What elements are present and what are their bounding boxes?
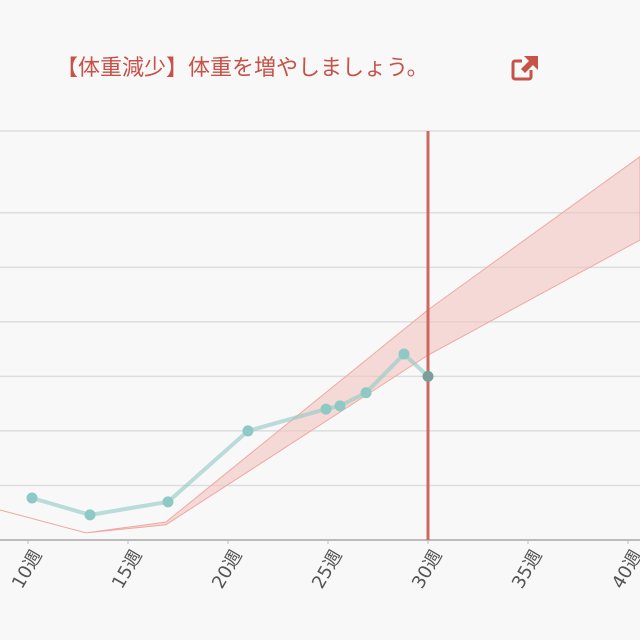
weight-point <box>360 387 372 399</box>
x-tick-label: 20週 <box>208 547 247 593</box>
weight-point <box>334 400 346 412</box>
x-tick-label: 30週 <box>408 547 447 593</box>
weight-point <box>26 492 38 504</box>
weight-point <box>162 496 174 508</box>
chart-title[interactable]: 【体重減少】体重を増やしましょう。 <box>56 56 429 81</box>
x-tick-label: 25週 <box>308 547 347 593</box>
weight-point <box>320 403 332 415</box>
recommended-band <box>0 156 640 534</box>
x-tick-label: 15週 <box>108 547 147 593</box>
x-tick-label: 35週 <box>508 547 547 593</box>
weight-point <box>398 348 410 360</box>
weight-point <box>422 370 434 382</box>
x-tick-label: 40週 <box>608 547 640 593</box>
weight-point <box>242 425 254 437</box>
x-tick-label: 10週 <box>8 547 47 593</box>
external-link-icon[interactable] <box>511 56 538 81</box>
weight-point <box>84 509 96 521</box>
